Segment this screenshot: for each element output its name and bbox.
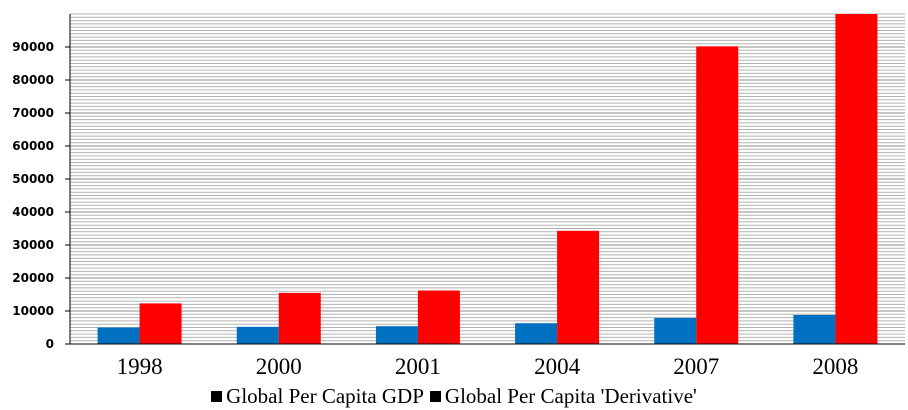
bar-chart: 0 10000 20000 30000 40000 50000 60000 70000 8000… xyxy=(12,13,905,379)
x-tick-label: 2004 xyxy=(534,354,581,379)
bar xyxy=(557,230,600,344)
legend-marker-icon xyxy=(429,391,441,402)
x-tick-label: 2007 xyxy=(673,354,719,379)
y-tick-label: 60000 xyxy=(12,139,54,153)
bar xyxy=(654,317,697,344)
y-axis-tick-labels: 0 10000 20000 30000 40000 50000 60000 70000 8000… xyxy=(12,40,70,351)
bar xyxy=(696,46,739,345)
bars xyxy=(97,14,878,345)
y-tick-label: 50000 xyxy=(12,172,54,186)
y-tick-label: 80000 xyxy=(12,73,54,87)
y-tick-label: 10000 xyxy=(12,304,54,318)
bar xyxy=(793,314,836,344)
legend-label: Global Per Capita GDP xyxy=(226,384,424,408)
x-tick-label: 2001 xyxy=(395,354,441,379)
y-tick-label: 90000 xyxy=(12,40,54,54)
bar xyxy=(835,14,878,344)
gridlines xyxy=(70,13,905,345)
y-tick-label: 70000 xyxy=(12,106,54,120)
axes xyxy=(69,14,905,345)
legend-label: Global Per Capita 'Derivative' xyxy=(444,384,697,408)
bar xyxy=(515,323,558,344)
x-axis-tick-labels: 1998 2000 2001 2004 2007 2008 xyxy=(117,354,859,379)
bar xyxy=(139,303,182,344)
bar xyxy=(375,326,418,344)
legend: Global Per Capita GDP Global Per Capita '… xyxy=(0,384,908,409)
y-tick-label: 20000 xyxy=(12,271,54,285)
y-tick-label: 0 xyxy=(46,337,54,351)
x-tick-label: 1998 xyxy=(117,354,163,379)
bar xyxy=(97,327,140,344)
bar xyxy=(417,290,460,344)
legend-item: Global Per Capita 'Derivative' xyxy=(429,384,697,409)
legend-marker-icon xyxy=(211,391,223,402)
y-tick-label: 40000 xyxy=(12,205,54,219)
x-tick-label: 2008 xyxy=(812,354,858,379)
bar xyxy=(236,326,279,344)
x-tick-label: 2000 xyxy=(256,354,302,379)
y-tick-label: 30000 xyxy=(12,238,54,252)
legend-item: Global Per Capita GDP xyxy=(211,384,424,409)
bar xyxy=(278,292,321,344)
